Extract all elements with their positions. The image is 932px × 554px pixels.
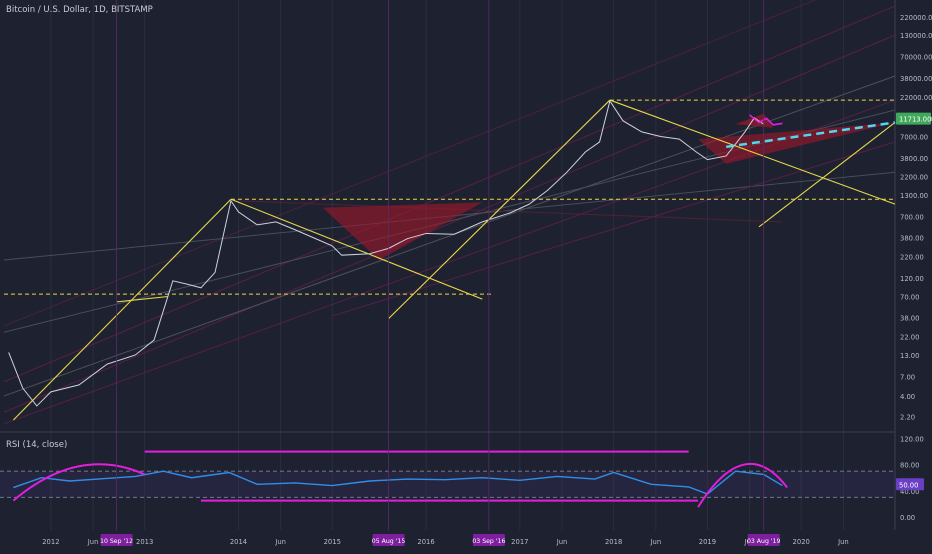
x-tick-label: Jun (837, 538, 849, 546)
x-tick-label: 2012 (42, 538, 59, 546)
x-tick-label: Jun (274, 538, 286, 546)
date-badge (747, 534, 780, 546)
zone (698, 122, 895, 164)
date-badge-label: 10 Sep '12 (100, 538, 133, 545)
last-price-badge (896, 112, 931, 125)
y-tick-label: 130000.00 (900, 32, 932, 40)
rsi-title: RSI (14, close) (6, 440, 68, 450)
x-tick-label: 2014 (230, 538, 247, 546)
trend-line (238, 200, 783, 223)
x-tick-label: 2018 (605, 538, 622, 546)
date-badge-label: 03 Sep '16 (472, 538, 505, 545)
grid (0, 0, 896, 530)
rsi-arc (697, 462, 788, 508)
projection-line (749, 114, 783, 126)
x-tick-label: 2017 (511, 538, 528, 546)
fib-line (388, 99, 611, 320)
y-tick-label: 70000.00 (900, 54, 932, 62)
y-tick-label: 700.00 (900, 214, 924, 222)
x-tick-label: Jun (87, 538, 99, 546)
rsi-tick-label: 120.00 (900, 436, 924, 444)
y-tick-label: 7.00 (900, 373, 915, 381)
y-tick-label: 220000.00 (900, 14, 932, 22)
trend-line (3, 34, 896, 413)
x-tick-label: Jun (650, 538, 662, 546)
x-tick-label: 2020 (793, 538, 810, 546)
y-tick-label: 38000.00 (900, 75, 932, 83)
forecast-line (726, 121, 896, 149)
last-price-label: 11713.00 (899, 116, 931, 124)
rsi-line (13, 470, 783, 495)
trend-line (3, 5, 896, 383)
trend-line (332, 141, 896, 317)
y-tick-label: 220.00 (900, 254, 924, 262)
price-axis: 220000.00 130000.00 70000.00 38000.00 22000.… (896, 14, 932, 422)
rsi-last-label: 50.00 (899, 481, 918, 489)
rsi-band (0, 471, 895, 498)
y-tick-label: 70.00 (900, 294, 919, 302)
fib-lines (4, 99, 896, 421)
date-badge-label: 03 Aug '19 (747, 538, 781, 545)
fib-line (609, 99, 896, 205)
date-badge (100, 534, 133, 546)
y-tick-label: 13.00 (900, 352, 919, 360)
date-badge-label: 05 Aug '15 (372, 538, 406, 545)
x-tick-label: 2013 (136, 538, 153, 546)
zone (735, 113, 774, 128)
rsi-arc (12, 463, 146, 502)
y-tick-label: 380.00 (900, 235, 924, 243)
x-tick-label: 2019 (699, 538, 716, 546)
date-badge (472, 534, 505, 546)
rsi-tick-label: 80.00 (900, 462, 919, 470)
date-badge (372, 534, 405, 546)
fib-line (12, 198, 232, 421)
fib-line (116, 295, 169, 303)
y-tick-label: 3800.00 (900, 155, 928, 163)
x-axis: 2012 Jun 2013 2014 Jun 2015 2016 2017 Jun 2018 Jun… (42, 0, 849, 546)
y-tick-label: 4.00 (900, 393, 915, 401)
y-tick-label: 2.20 (900, 414, 915, 422)
x-tick-label: 2015 (324, 538, 341, 546)
x-tick-label: 2016 (417, 538, 434, 546)
rsi-last-badge (896, 478, 924, 491)
y-tick-label: 22000.00 (900, 94, 932, 102)
y-tick-label: 120.00 (900, 275, 924, 283)
fib-line (758, 122, 896, 228)
fib-line (230, 198, 483, 300)
zone (322, 202, 483, 261)
y-tick-label: 38.00 (900, 315, 919, 323)
rsi-tick-label: 0.00 (900, 514, 915, 522)
y-tick-label: 1300.00 (900, 192, 928, 200)
chart-title: Bitcoin / U.S. Dollar, 1D, BITSTAMP (6, 5, 153, 15)
y-tick-label: 22.00 (900, 334, 919, 342)
y-tick-label: 7000.00 (900, 134, 928, 142)
trend-line (3, 0, 817, 327)
rsi-tick-label: 40.00 (900, 488, 919, 496)
x-tick-label: Jun (556, 538, 568, 546)
y-tick-label: 2200.00 (900, 174, 928, 182)
